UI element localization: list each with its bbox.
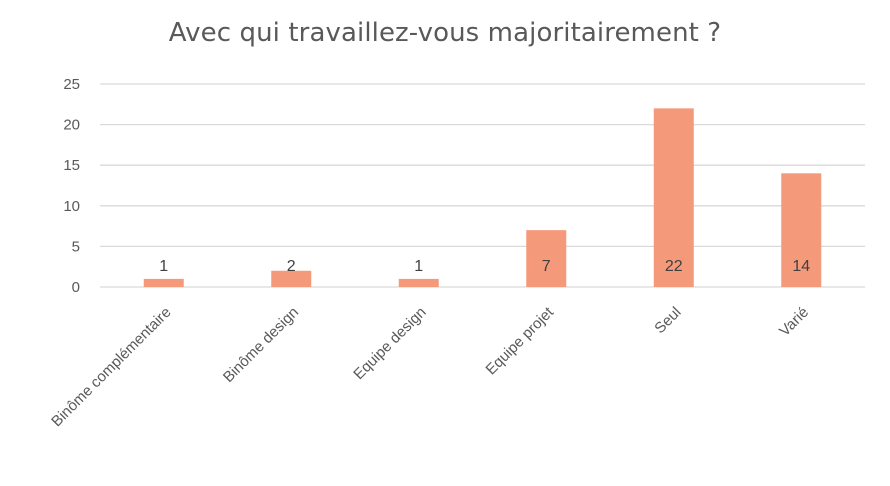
y-tick-label: 25 <box>63 76 80 93</box>
data-label: 1 <box>414 258 423 275</box>
bars <box>143 108 822 287</box>
data-labels: 1 2 1 7 22 14 <box>159 258 810 275</box>
bar <box>271 270 312 287</box>
bar <box>398 278 439 287</box>
y-tick-label: 20 <box>63 117 80 134</box>
x-category-label: Equipe projet <box>483 303 558 378</box>
x-category-label: Equipe design <box>350 304 429 383</box>
x-axis-categories: Binôme complémentaire Binôme design Equipe… <box>48 303 812 430</box>
data-label: 7 <box>542 258 551 275</box>
data-label: 2 <box>287 258 296 275</box>
data-label: 1 <box>159 258 168 275</box>
bar <box>526 230 567 287</box>
data-label: 22 <box>665 258 683 275</box>
x-category-label: Seul <box>651 304 684 337</box>
y-tick-label: 10 <box>63 198 80 215</box>
gridlines <box>100 83 865 288</box>
bar <box>653 108 694 287</box>
data-label: 14 <box>792 258 810 275</box>
y-axis-ticks: 0 5 10 15 20 25 <box>63 76 80 296</box>
y-tick-label: 15 <box>63 157 80 174</box>
bar <box>143 278 184 287</box>
y-tick-label: 5 <box>72 238 80 255</box>
x-category-label: Binôme complémentaire <box>48 304 174 430</box>
y-tick-label: 0 <box>72 279 80 296</box>
x-category-label: Binôme design <box>220 304 302 386</box>
x-category-label: Varié <box>776 304 812 340</box>
bar <box>781 173 822 287</box>
chart-title: Avec qui travaillez-vous majoritairement… <box>168 18 722 48</box>
